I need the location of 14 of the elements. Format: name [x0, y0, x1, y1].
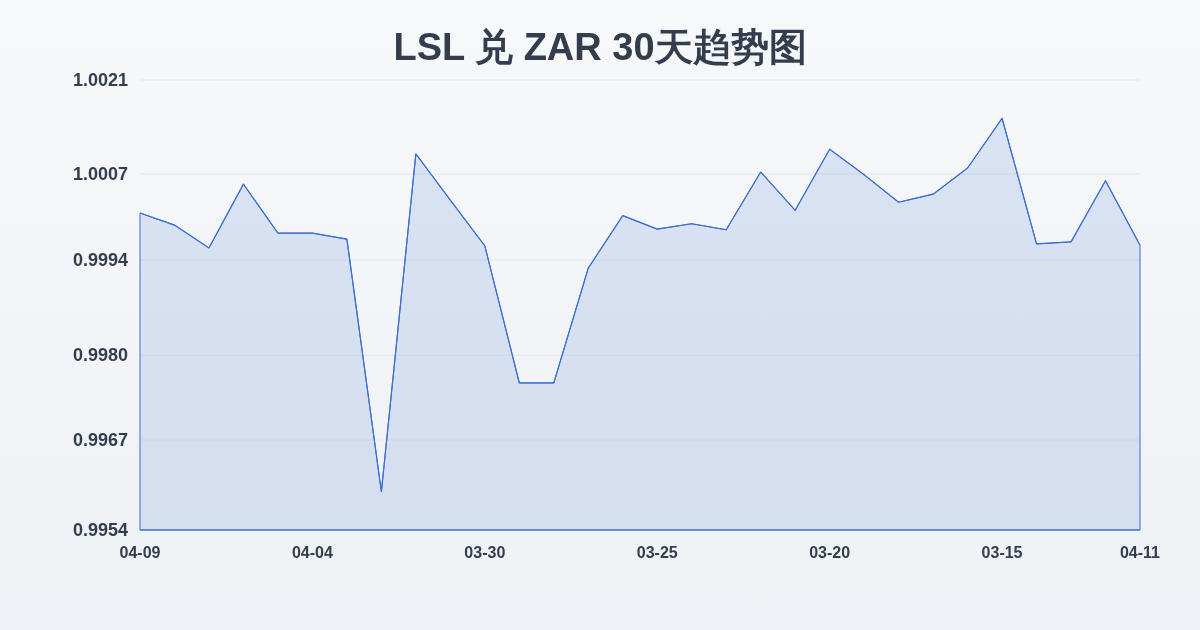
- y-tick-label: 1.0021: [72, 70, 128, 90]
- x-tick-label: 03-25: [636, 544, 678, 561]
- y-tick-label: 0.9980: [72, 345, 128, 366]
- y-tick-label: 1.0007: [72, 164, 128, 185]
- x-tick-label: 03-20: [809, 544, 851, 561]
- x-tick-label: 04-11: [1119, 544, 1161, 561]
- y-tick-label: 0.9967: [72, 430, 128, 450]
- y-tick-label: 0.9954: [72, 520, 128, 540]
- y-tick-label: 0.9994: [72, 250, 128, 270]
- x-tick-label: 04-04: [291, 544, 333, 561]
- chart-title: LSL 兑 ZAR 30天趋势图: [393, 26, 807, 68]
- x-tick-label: 03-30: [464, 544, 506, 561]
- x-tick-label: 04-09: [119, 544, 161, 561]
- x-tick-label: 03-15: [981, 544, 1023, 561]
